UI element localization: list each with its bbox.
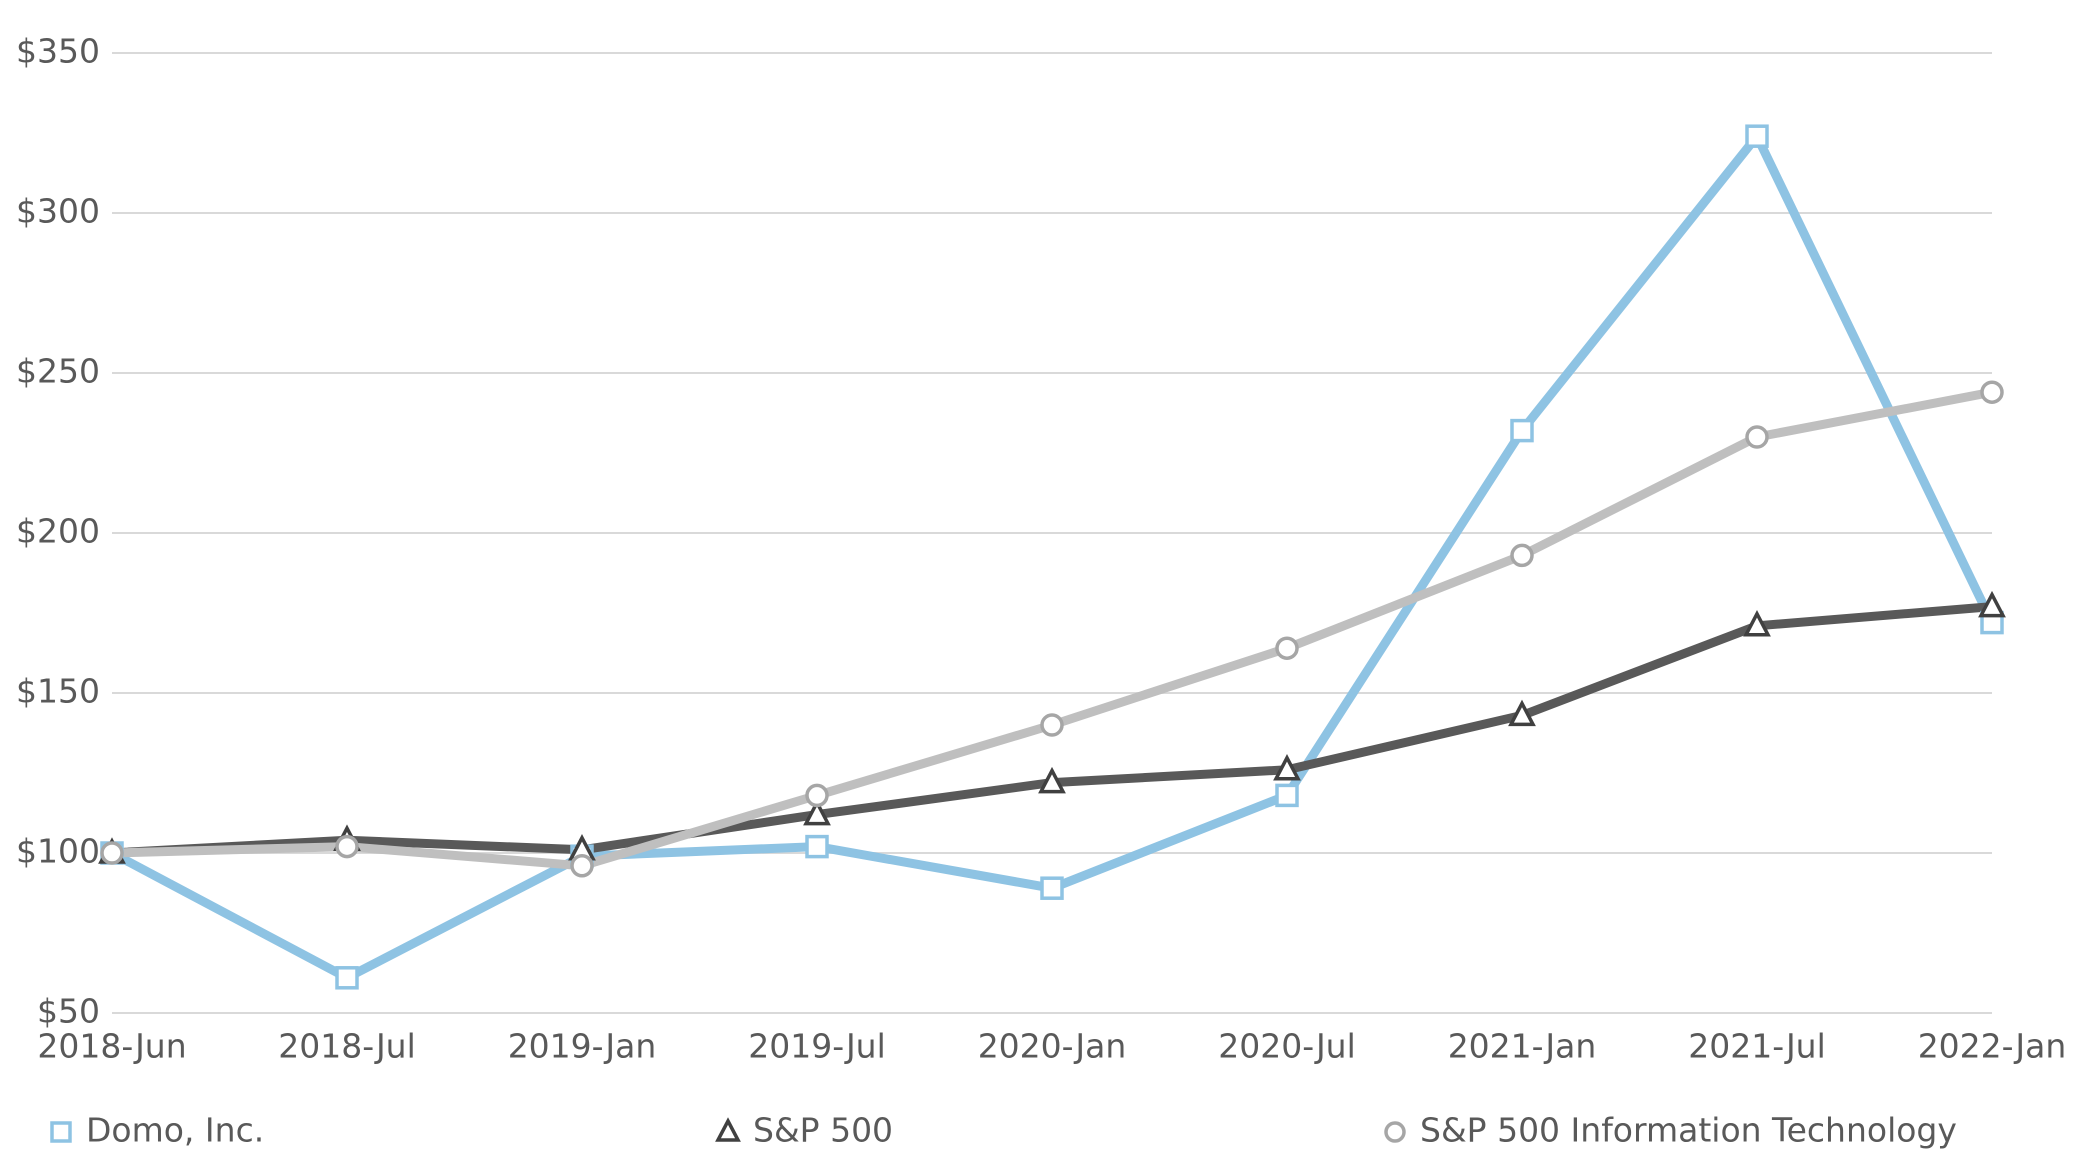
y-tick-label: $250 — [16, 352, 100, 391]
data-point — [803, 798, 831, 826]
data-point — [335, 834, 359, 859]
data-point — [100, 841, 124, 865]
data-point — [1745, 425, 1769, 449]
y-tick-label: $100 — [16, 832, 100, 871]
y-tick-label: $150 — [16, 672, 100, 711]
legend-label: Domo, Inc. — [86, 1111, 264, 1150]
x-tick-label: 2020-Jan — [978, 1027, 1127, 1066]
y-tick-label: $50 — [37, 992, 100, 1031]
x-tick-label: 2019-Jan — [508, 1027, 657, 1066]
legend-marker — [715, 1117, 741, 1142]
data-point — [1273, 754, 1301, 781]
data-point — [335, 966, 359, 990]
x-tick-label: 2022-Jan — [1918, 1027, 2067, 1066]
y-tick-label: $200 — [16, 512, 100, 551]
data-point — [805, 783, 829, 808]
data-point — [1040, 876, 1064, 900]
data-point — [805, 834, 829, 859]
y-tick-label: $350 — [16, 32, 100, 71]
series-line — [111, 387, 1993, 871]
data-point — [1745, 124, 1769, 148]
data-point — [1978, 590, 2006, 618]
data-point — [1275, 636, 1299, 660]
data-point — [1510, 418, 1534, 443]
data-point — [570, 854, 594, 878]
data-point — [1040, 713, 1064, 737]
data-point — [1980, 380, 2004, 404]
legend-label: S&P 500 Information Technology — [1420, 1111, 1957, 1150]
data-point — [1038, 766, 1066, 794]
legend-label: S&P 500 — [753, 1111, 893, 1150]
x-tick-label: 2018-Jul — [278, 1027, 416, 1066]
x-tick-label: 2019-Jul — [748, 1027, 886, 1066]
x-tick-label: 2021-Jan — [1448, 1027, 1597, 1066]
data-point — [1508, 699, 1536, 727]
data-point — [1743, 610, 1771, 637]
data-point — [1275, 783, 1299, 808]
x-tick-label: 2020-Jul — [1218, 1027, 1356, 1066]
x-tick-label: 2021-Jul — [1688, 1027, 1826, 1066]
legend-marker — [1384, 1121, 1406, 1143]
data-point — [1510, 543, 1534, 568]
x-tick-label: 2018-Jun — [37, 1027, 186, 1066]
y-tick-label: $300 — [16, 192, 100, 231]
legend-marker — [50, 1121, 72, 1143]
